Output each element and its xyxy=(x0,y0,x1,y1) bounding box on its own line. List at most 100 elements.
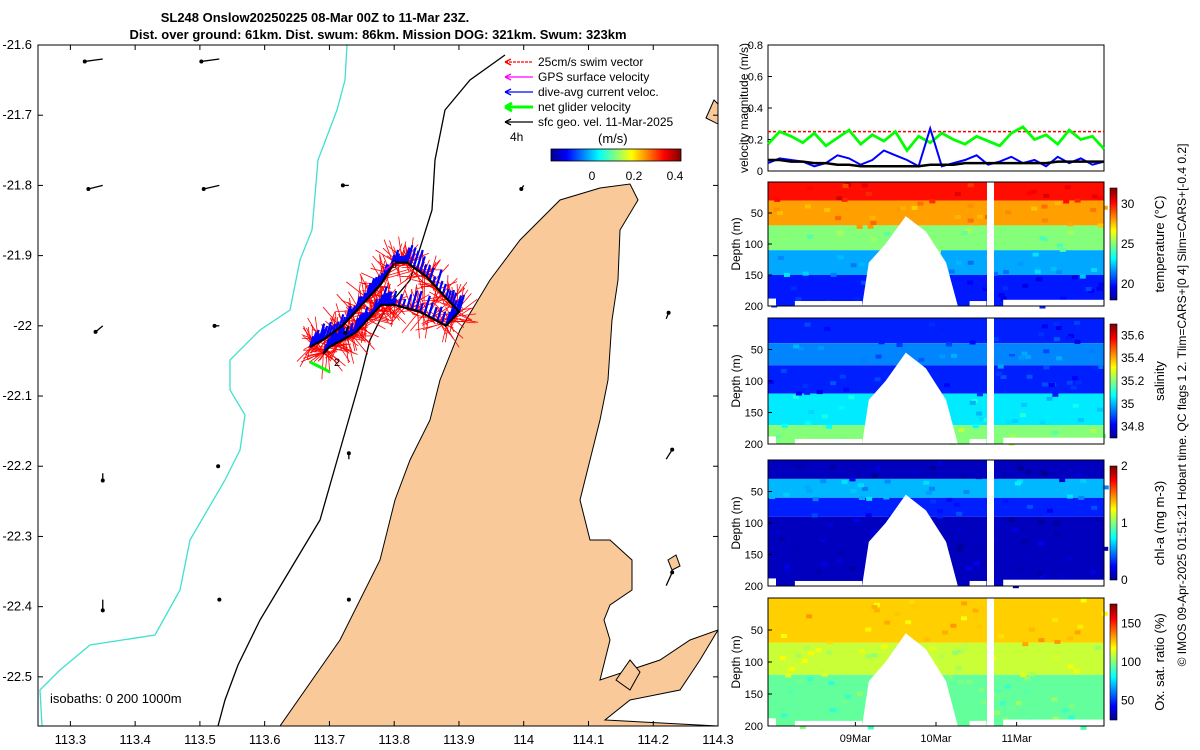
section-texture xyxy=(870,220,877,225)
section-texture xyxy=(871,605,878,610)
section-x-tick-label: 09Mar xyxy=(840,733,872,745)
section-texture xyxy=(1038,638,1045,643)
section-texture xyxy=(1000,296,1007,301)
current-vector-stroke xyxy=(410,290,419,310)
section-texture xyxy=(806,234,813,239)
section-texture xyxy=(991,558,998,563)
current-vector-stroke xyxy=(419,302,424,313)
section-texture xyxy=(865,191,872,196)
section-texture xyxy=(1088,289,1095,294)
section-texture xyxy=(804,204,811,209)
figure-title-line1: SL248 Onslow20250225 08-Mar 00Z to 11-Ma… xyxy=(161,10,470,25)
section-texture xyxy=(969,340,976,345)
section-texture xyxy=(1091,267,1098,272)
section-texture xyxy=(1023,689,1030,694)
swim-vector-stroke xyxy=(428,295,445,300)
section-colorbar-label: chl-a (mg m-3) xyxy=(1152,481,1167,566)
section-texture xyxy=(1006,420,1013,425)
section-texture xyxy=(843,387,850,392)
section-texture xyxy=(854,297,861,302)
sfc-vector-head xyxy=(346,597,351,602)
section-texture xyxy=(784,569,791,574)
section-texture xyxy=(1037,571,1044,576)
legend-sfc-label: sfc geo. vel. 11-Mar-2025 xyxy=(538,115,674,129)
section-texture xyxy=(972,221,979,226)
section-texture xyxy=(768,386,775,391)
sfc-vector-head xyxy=(343,331,348,336)
current-vector-stroke xyxy=(401,255,407,263)
section-texture xyxy=(1085,286,1092,291)
section-texture xyxy=(821,414,828,419)
section-texture xyxy=(1026,191,1033,196)
section-texture xyxy=(858,262,865,267)
current-vector-stroke xyxy=(325,321,332,338)
current-vector-stroke xyxy=(386,291,393,306)
current-vector-stroke xyxy=(317,323,326,343)
section-texture xyxy=(1074,198,1081,203)
current-vector-stroke xyxy=(451,292,458,306)
section-texture xyxy=(838,405,845,410)
section-texture xyxy=(1101,205,1108,210)
section-texture xyxy=(1002,716,1009,721)
legend-speed-units: (m/s) xyxy=(598,131,628,146)
swim-vector-stroke xyxy=(333,344,358,355)
section-texture xyxy=(1039,236,1046,241)
map-x-tick-label: 114.1 xyxy=(573,732,605,747)
section-texture xyxy=(1072,403,1079,408)
swim-vector-stroke xyxy=(444,322,449,343)
current-vector-stroke xyxy=(347,322,354,337)
swim-vector-stroke xyxy=(429,291,454,306)
section-band xyxy=(768,478,1104,498)
swim-vector-stroke xyxy=(299,345,312,368)
current-vector-stroke xyxy=(422,264,428,275)
section-texture xyxy=(922,219,929,224)
section-texture xyxy=(1024,676,1031,681)
swim-vector-stroke xyxy=(375,289,382,301)
section-texture xyxy=(939,354,946,359)
section-texture xyxy=(865,627,872,632)
swim-vector-stroke xyxy=(360,323,364,343)
map-x-tick-label: 114 xyxy=(513,732,534,747)
bottom-gap xyxy=(969,580,987,586)
section-texture xyxy=(997,695,1004,700)
section-texture xyxy=(1052,392,1059,397)
section-texture xyxy=(1080,479,1087,484)
section-texture xyxy=(943,383,950,388)
data-gap xyxy=(987,598,994,726)
map-y-tick-label: -22 xyxy=(13,318,32,333)
map-x-tick-label: 113.8 xyxy=(378,732,410,747)
section-texture xyxy=(936,514,943,519)
swim-vector-stroke xyxy=(448,320,468,323)
section-texture xyxy=(871,653,878,658)
isobath-1000m xyxy=(39,45,348,726)
current-vector-stroke xyxy=(431,306,438,320)
section-texture xyxy=(1039,304,1046,309)
section-texture xyxy=(1066,556,1073,561)
section-texture xyxy=(1022,642,1029,647)
section-texture xyxy=(883,232,890,237)
section-texture xyxy=(841,480,848,485)
section-texture xyxy=(856,691,863,696)
section-texture xyxy=(955,666,962,671)
section-texture xyxy=(1054,201,1061,206)
section-colorbar-tick: 35.4 xyxy=(1121,351,1145,365)
section-texture xyxy=(972,424,979,429)
velocity-y-ticks: 0 0.2 0.4 0.6 0.8 xyxy=(748,40,772,178)
section-texture xyxy=(838,551,845,556)
sfc-vector-head xyxy=(519,187,524,192)
current-vector-stroke xyxy=(363,282,372,302)
section-texture xyxy=(1100,434,1107,439)
section-y-tick-label: 50 xyxy=(751,345,763,357)
map-legend: 25cm/s swim vector GPS surface velocity … xyxy=(504,55,684,183)
section-band xyxy=(768,497,1104,517)
section-texture xyxy=(1077,418,1084,423)
section-texture xyxy=(957,649,964,654)
map-y-tick-label: -21.8 xyxy=(2,177,32,192)
swim-vector-stroke xyxy=(386,304,407,325)
section-texture xyxy=(1066,380,1073,385)
legend-item-swim: 25cm/s swim vector xyxy=(504,55,643,69)
section-texture xyxy=(1021,351,1028,356)
section-texture xyxy=(967,711,974,716)
current-vector-stroke xyxy=(441,283,447,295)
section-texture xyxy=(1026,374,1033,379)
